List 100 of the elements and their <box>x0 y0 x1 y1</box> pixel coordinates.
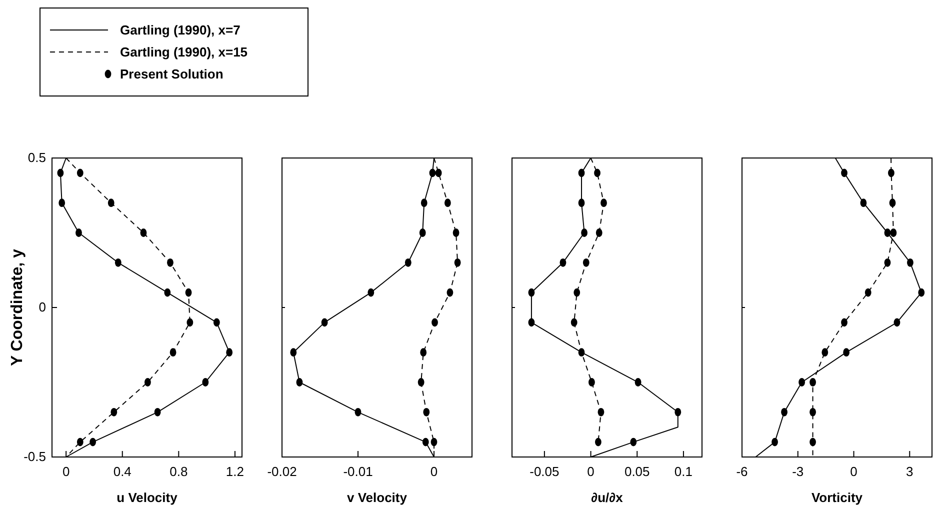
point <box>596 228 602 237</box>
point <box>574 288 580 297</box>
point <box>213 318 220 327</box>
x-tick-label: -6 <box>736 464 748 480</box>
point <box>144 378 151 386</box>
point <box>588 378 595 386</box>
point <box>368 288 374 297</box>
point <box>528 288 535 297</box>
point <box>114 258 122 267</box>
point <box>578 168 585 178</box>
point <box>907 258 914 267</box>
x-tick-label: 0.8 <box>170 464 188 480</box>
point <box>600 198 607 208</box>
y-axis-title: Y Coordinate, y <box>9 248 26 366</box>
point <box>321 318 328 327</box>
y-tick-label: 0 <box>38 300 46 315</box>
point <box>422 438 429 446</box>
point <box>420 348 427 357</box>
point <box>354 408 362 416</box>
point <box>444 198 451 208</box>
point <box>634 378 642 386</box>
point <box>888 168 894 178</box>
point <box>423 408 430 416</box>
point <box>884 258 891 267</box>
point <box>810 378 816 386</box>
point <box>810 408 816 416</box>
point <box>630 438 637 446</box>
point <box>164 288 171 297</box>
point <box>841 168 848 178</box>
x-tick-label: -3 <box>792 464 804 480</box>
point <box>167 258 174 267</box>
point <box>76 228 82 237</box>
x-tick-label: -0.05 <box>530 464 560 480</box>
point <box>581 228 588 237</box>
point <box>185 288 192 297</box>
point <box>452 228 460 237</box>
point <box>864 288 872 297</box>
point <box>674 408 682 416</box>
point <box>419 228 426 237</box>
x-tick-label: 3 <box>906 464 914 480</box>
x-tick-label: 0.1 <box>674 464 693 480</box>
point <box>798 378 805 386</box>
point <box>894 318 900 327</box>
point <box>186 318 194 327</box>
point <box>57 168 64 178</box>
x-tick-label: 0 <box>62 464 70 480</box>
point <box>296 378 303 386</box>
point <box>420 198 428 208</box>
point <box>860 198 867 208</box>
point <box>594 438 602 446</box>
point <box>108 198 114 208</box>
legend-label: Gartling (1990), x=7 <box>120 22 240 38</box>
point <box>810 438 816 446</box>
x-tick-label: 0.05 <box>624 464 650 480</box>
point <box>58 198 66 208</box>
point <box>140 228 147 237</box>
x-tick-label: -0.02 <box>267 464 297 480</box>
point <box>430 438 438 446</box>
legend-label: Present Solution <box>120 66 224 82</box>
x-tick-label: 0 <box>587 464 594 480</box>
point <box>528 318 535 327</box>
point <box>435 168 442 178</box>
point <box>446 288 454 297</box>
x-axis-title: ∂u/∂x <box>591 490 624 505</box>
x-axis-title: Vorticity <box>811 490 864 505</box>
legend-label: Gartling (1990), x=15 <box>120 44 248 60</box>
x-axis-title: u Velocity <box>116 490 178 505</box>
x-tick-label: 0 <box>850 464 858 480</box>
point <box>841 318 848 327</box>
point <box>454 258 461 267</box>
point <box>76 438 84 446</box>
x-tick-label: 0 <box>430 464 438 480</box>
point <box>884 228 891 237</box>
point <box>432 318 438 327</box>
point <box>843 348 850 357</box>
point <box>594 168 600 178</box>
point <box>918 288 925 297</box>
point <box>890 228 897 237</box>
point <box>560 258 566 267</box>
point <box>226 348 233 357</box>
point <box>781 408 788 416</box>
point <box>429 168 436 178</box>
point <box>889 198 896 208</box>
x-tick-label: -0.01 <box>343 464 373 480</box>
point <box>578 348 585 357</box>
point <box>578 198 585 208</box>
point <box>290 348 297 357</box>
y-tick-label: -0.5 <box>24 449 46 464</box>
point <box>170 348 176 357</box>
x-tick-label: 0.4 <box>113 464 132 480</box>
point <box>404 258 412 267</box>
point <box>202 378 209 386</box>
x-tick-label: 1.2 <box>226 464 244 480</box>
x-axis-title: v Velocity <box>347 490 408 505</box>
y-tick-label: 0.5 <box>28 150 46 166</box>
point <box>110 408 118 416</box>
point <box>90 438 96 446</box>
point <box>772 438 778 446</box>
point <box>570 318 578 327</box>
point <box>418 378 424 386</box>
